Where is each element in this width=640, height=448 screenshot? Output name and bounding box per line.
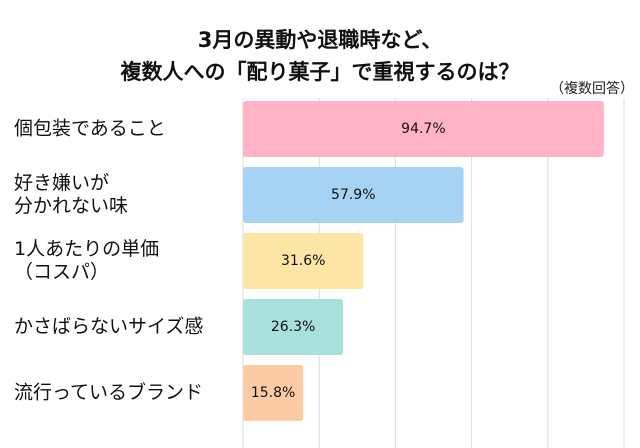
bar [243, 299, 344, 355]
value-label: 94.7% [401, 121, 445, 137]
category-label: 好き嫌いが 分かれない味 [14, 172, 129, 217]
chart-subtitle: （複数回答） [550, 81, 634, 97]
bar [243, 101, 604, 157]
category-label: 個包装であること [14, 117, 166, 140]
category-label: かさばらないサイズ感 [14, 315, 204, 338]
value-label: 31.6% [281, 253, 325, 269]
category-label: 流行っているブランド [14, 381, 204, 404]
category-label: 1人あたりの単価 （コスパ） [14, 238, 160, 283]
value-label: 57.9% [331, 187, 375, 203]
chart-title: 3月の異動や退職時など、 複数人への「配り菓子」で重視するのは？ [120, 28, 520, 84]
bar [243, 365, 304, 421]
value-label: 15.8% [251, 385, 295, 401]
bar [243, 233, 364, 289]
bar [243, 167, 464, 223]
value-label: 26.3% [271, 319, 315, 335]
